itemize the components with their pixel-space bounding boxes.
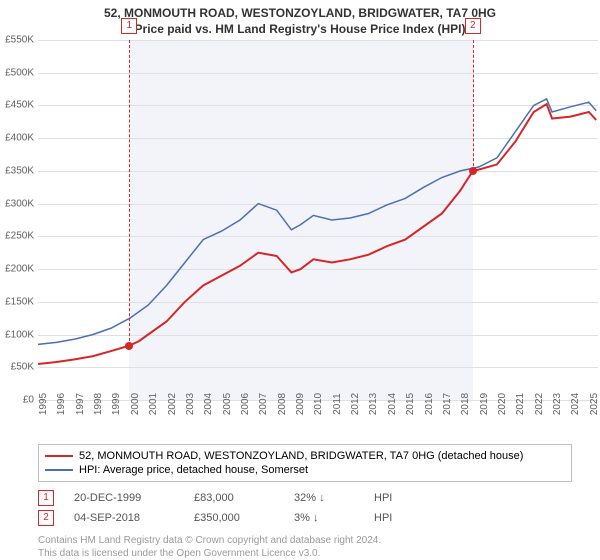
- y-axis-label: £350K: [5, 165, 34, 176]
- event-badge: 2: [38, 510, 54, 526]
- event-price: £83,000: [194, 492, 274, 504]
- marker-badge: 2: [465, 18, 481, 34]
- footer-line-1: Contains HM Land Registry data © Crown c…: [38, 534, 600, 547]
- legend-swatch-hpi: [45, 469, 73, 471]
- event-compare: HPI: [374, 512, 392, 524]
- event-compare: HPI: [374, 492, 392, 504]
- event-badge: 1: [38, 490, 54, 506]
- chart-svg: [38, 40, 598, 400]
- marker-guideline: [473, 40, 474, 171]
- marker-badge: 1: [121, 18, 137, 34]
- legend-label-property: 52, MONMOUTH ROAD, WESTONZOYLAND, BRIDGW…: [79, 450, 523, 462]
- legend-item-hpi: HPI: Average price, detached house, Some…: [45, 463, 565, 477]
- event-pct: 32% ↓: [294, 492, 354, 504]
- y-axis-label: £450K: [5, 100, 34, 111]
- legend-swatch-property: [45, 455, 73, 457]
- y-axis-label: £550K: [5, 35, 34, 46]
- event-date: 20-DEC-1999: [74, 492, 174, 504]
- y-axis-label: £300K: [5, 198, 34, 209]
- footer-licence: Contains HM Land Registry data © Crown c…: [38, 534, 600, 560]
- event-date: 04-SEP-2018: [74, 512, 174, 524]
- y-axis-label: £0: [23, 395, 34, 406]
- event-row: 2 04-SEP-2018 £350,000 3% ↓ HPI: [38, 508, 600, 528]
- y-axis-label: £200K: [5, 264, 34, 275]
- legend-item-property: 52, MONMOUTH ROAD, WESTONZOYLAND, BRIDGW…: [45, 449, 565, 463]
- y-axis-label: £150K: [5, 296, 34, 307]
- event-pct: 3% ↓: [294, 512, 354, 524]
- y-axis-label: £500K: [5, 67, 34, 78]
- event-price: £350,000: [194, 512, 274, 524]
- series-property: [38, 104, 596, 364]
- chart-subtitle: Price paid vs. HM Land Registry's House …: [0, 20, 600, 40]
- footer-line-2: This data is licensed under the Open Gov…: [38, 547, 600, 560]
- legend-label-hpi: HPI: Average price, detached house, Some…: [79, 464, 308, 476]
- marker-point: [125, 342, 133, 350]
- y-axis-label: £50K: [11, 362, 34, 373]
- marker-point: [469, 167, 477, 175]
- legend: 52, MONMOUTH ROAD, WESTONZOYLAND, BRIDGW…: [38, 444, 572, 482]
- events-table: 1 20-DEC-1999 £83,000 32% ↓ HPI 2 04-SEP-2018 £…: [38, 488, 600, 528]
- y-axis-label: £100K: [5, 329, 34, 340]
- y-axis-label: £250K: [5, 231, 34, 242]
- chart-title: 52, MONMOUTH ROAD, WESTONZOYLAND, BRIDGW…: [0, 0, 600, 20]
- y-axis-label: £400K: [5, 133, 34, 144]
- chart-plot-area: £0£50K£100K£150K£200K£250K£300K£350K£400…: [38, 40, 598, 400]
- event-row: 1 20-DEC-1999 £83,000 32% ↓ HPI: [38, 488, 600, 508]
- marker-guideline: [129, 40, 130, 346]
- series-hpi: [38, 99, 596, 345]
